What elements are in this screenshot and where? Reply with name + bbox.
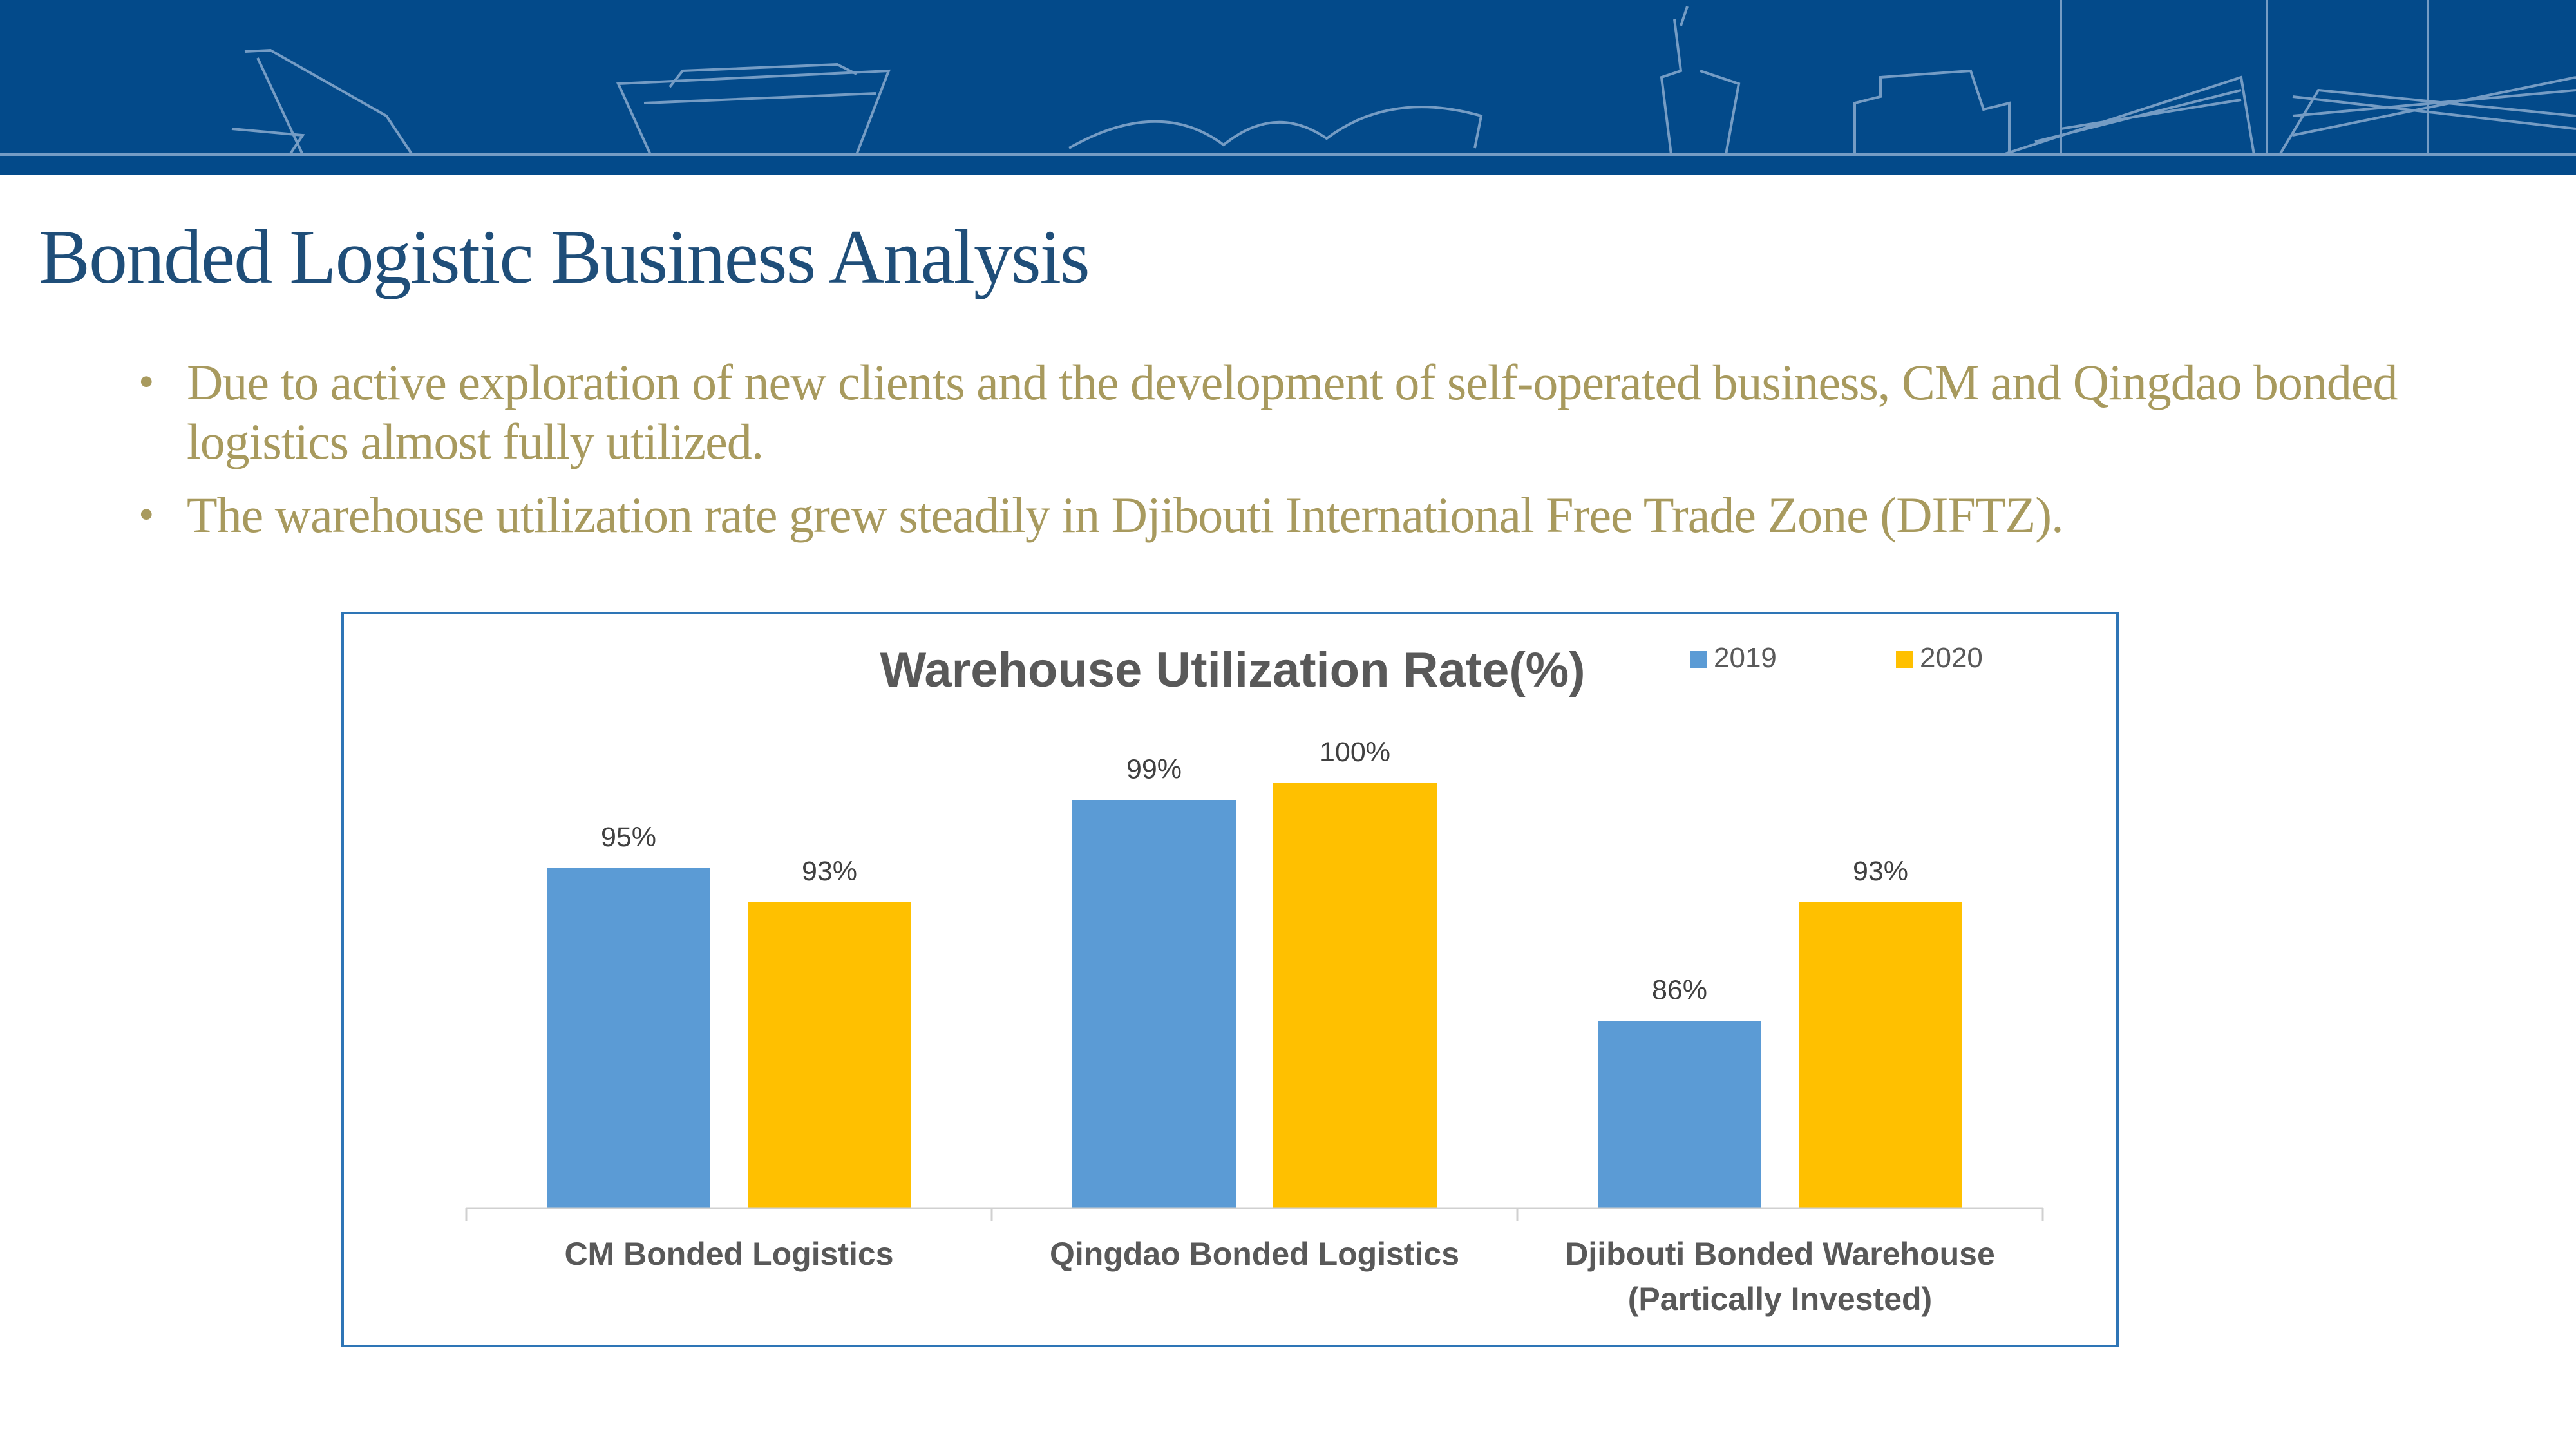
category-label: (Partically Invested) <box>1628 1281 1932 1317</box>
bar-2019-1 <box>1072 800 1236 1208</box>
chart-title: Warehouse Utilization Rate(%) <box>880 643 1585 697</box>
bar-2019-0 <box>547 868 710 1208</box>
bar-2020-2 <box>1799 902 1962 1208</box>
legend-label-2019: 2019 <box>1714 642 1777 674</box>
category-label: CM Bonded Logistics <box>564 1236 893 1272</box>
legend-label-2020: 2020 <box>1920 642 1983 674</box>
category-label: Qingdao Bonded Logistics <box>1050 1236 1459 1272</box>
bar-2019-2 <box>1598 1021 1761 1208</box>
bullet-item: The warehouse utilization rate grew stea… <box>132 486 2450 545</box>
chart-container: Warehouse Utilization Rate(%) 2019 2020 9… <box>341 612 2119 1347</box>
skyline-illustration <box>0 0 2576 156</box>
bar-chart: Warehouse Utilization Rate(%) 2019 2020 9… <box>465 642 2044 1317</box>
bullet-item: Due to active exploration of new clients… <box>132 353 2450 471</box>
legend: 2019 2020 <box>1690 642 1983 674</box>
data-label-2019-1: 99% <box>1126 753 1182 784</box>
category-label: Djibouti Bonded Warehouse <box>1565 1236 1995 1272</box>
data-label-2020-0: 93% <box>802 856 857 887</box>
bars-group: 95% 93% 99% 100% 86% 93% <box>547 737 1962 1208</box>
legend-swatch-2020 <box>1896 651 1913 668</box>
data-label-2019-2: 86% <box>1652 975 1707 1006</box>
data-label-2020-2: 93% <box>1853 856 1908 887</box>
slide-title: Bonded Logistic Business Analysis <box>39 214 1090 299</box>
bar-2020-0 <box>748 902 911 1208</box>
header-banner <box>0 0 2576 175</box>
data-label-2019-0: 95% <box>601 822 656 853</box>
data-label-2020-1: 100% <box>1320 737 1390 768</box>
bullet-list: Due to active exploration of new clients… <box>132 353 2450 559</box>
legend-swatch-2019 <box>1690 651 1707 668</box>
bar-2020-1 <box>1273 783 1437 1208</box>
x-axis: CM Bonded Logistics Qingdao Bonded Logist… <box>465 1207 2044 1317</box>
